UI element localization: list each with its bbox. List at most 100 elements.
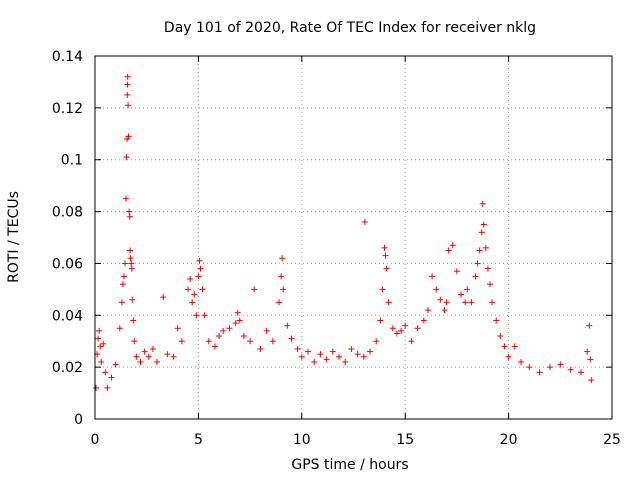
data-point [124,135,131,142]
x-tick-label: 15 [396,432,414,448]
data-point [129,296,136,303]
x-axis-label: GPS time / hours [291,457,408,473]
data-point [474,260,481,267]
data-point [323,356,330,363]
data-point [449,242,456,249]
x-axis-ticks: 0 5 10 15 20 25 [91,56,621,448]
data-point [398,327,405,334]
data-point [240,333,247,340]
data-point [584,348,591,355]
data-point [193,312,200,319]
data-point [505,353,512,360]
data-point [108,374,115,381]
data-point [458,291,465,298]
data-point [124,91,131,98]
data-point [577,369,584,376]
data-points [93,73,595,391]
data-point [137,358,144,365]
data-point [116,325,123,332]
data-point [124,81,131,88]
y-tick-label: 0.1 [61,153,83,169]
y-axis-ticks: 0 0.02 0.04 0.06 0.08 0.1 0.12 0.14 [52,49,612,428]
data-point [120,273,127,280]
data-point [361,218,368,225]
data-point [478,229,485,236]
data-point [93,384,100,391]
data-point [414,325,421,332]
data-point [381,244,388,251]
data-point [130,317,137,324]
data-point [178,338,185,345]
data-point [586,322,593,329]
data-point [154,358,161,365]
data-point [125,102,132,109]
data-point [486,281,493,288]
data-point [119,281,126,288]
data-point [123,195,130,202]
data-point [433,286,440,293]
data-point [197,265,204,272]
data-point [294,345,301,352]
x-tick-label: 10 [293,432,311,448]
data-point [382,252,389,259]
data-point [232,320,239,327]
data-point [174,325,181,332]
data-point [402,322,409,329]
data-point [195,273,202,280]
data-point [118,299,125,306]
data-point [482,244,489,251]
data-point [284,322,291,329]
data-point [511,343,518,350]
data-point [247,338,254,345]
data-point [493,317,500,324]
y-axis-label: ROTI / TECUs [6,191,22,283]
data-point [126,208,133,215]
data-point [536,369,543,376]
data-point [191,291,198,298]
data-point [567,366,574,373]
data-point [127,247,134,254]
data-point [263,327,270,334]
data-point [95,335,102,342]
data-point [164,351,171,358]
data-point [526,364,533,371]
data-point [385,299,392,306]
data-point [187,275,194,282]
data-point [484,265,491,272]
data-point [501,343,508,350]
data-point [424,307,431,314]
data-point [201,312,208,319]
data-point [170,353,177,360]
x-tick-label: 0 [91,432,100,448]
data-point [298,353,305,360]
data-point [468,299,475,306]
data-point [141,348,148,355]
data-point [234,309,241,316]
x-tick-label: 20 [500,432,518,448]
data-point [443,299,450,306]
data-point [97,343,104,350]
data-point [196,257,203,264]
data-point [257,345,264,352]
data-point [420,317,427,324]
data-point [133,353,140,360]
data-point [226,325,233,332]
data-point [354,351,361,358]
data-point [437,296,444,303]
data-point [251,286,258,293]
data-point [96,327,103,334]
data-point [145,353,152,360]
data-point [149,345,156,352]
data-point [429,273,436,280]
data-point [131,338,138,345]
data-point [317,351,324,358]
data-point [236,317,243,324]
data-point [278,273,285,280]
y-tick-label: 0.02 [52,360,83,376]
data-point [453,268,460,275]
data-point [160,294,167,301]
data-point [211,343,218,350]
data-point [288,335,295,342]
data-point [311,358,318,365]
data-point [276,299,283,306]
